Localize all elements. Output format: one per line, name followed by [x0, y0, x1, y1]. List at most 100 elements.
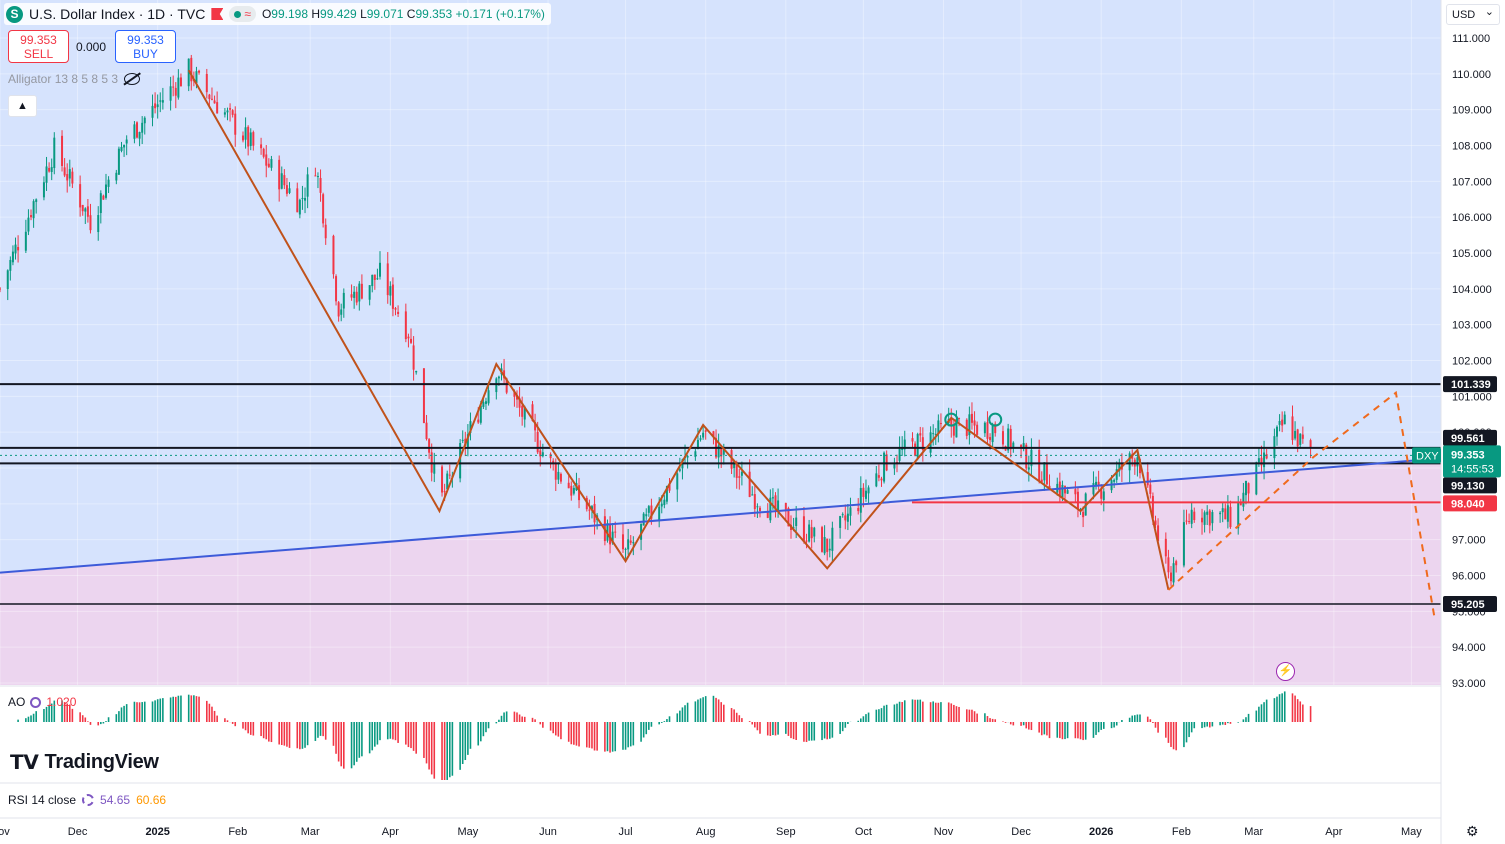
collapse-legend-button[interactable]: ▲	[8, 95, 37, 117]
flag-icon[interactable]	[211, 8, 224, 20]
candle-body	[231, 110, 234, 115]
chevron-up-icon: ▲	[17, 100, 28, 112]
ao-pane: 2.000-2.000	[0, 685, 1505, 819]
double-top-marker	[988, 412, 1003, 427]
candle-body	[285, 185, 288, 194]
candle-body	[1263, 452, 1266, 468]
alligator-legend[interactable]: Alligator 13 8 5 8 5 3	[8, 72, 141, 86]
candle-body	[353, 291, 356, 298]
tradingview-logo[interactable]: 𝗧𝗩 TradingView	[10, 751, 159, 774]
buy-button[interactable]: 99.353 BUY	[115, 30, 176, 63]
lower-badge	[1443, 477, 1497, 494]
candle-body	[283, 175, 286, 186]
candle-body	[151, 105, 154, 118]
candle-body	[554, 463, 557, 480]
candle-body	[1066, 490, 1069, 494]
candle-body	[0, 288, 1, 290]
candle-body	[722, 448, 725, 455]
candle-body	[190, 57, 193, 82]
time-tick-label: May	[457, 826, 478, 838]
candle-body	[986, 422, 989, 439]
candle-body	[903, 439, 906, 450]
candle-body	[792, 527, 795, 529]
candle-body	[678, 469, 681, 471]
symbol-title[interactable]: U.S. Dollar Index · 1D · TVC	[29, 6, 206, 22]
candle-body	[1309, 440, 1312, 449]
candle-body	[983, 422, 986, 434]
symbol-header[interactable]: S U.S. Dollar Index · 1D · TVC ≈ O99.198…	[4, 3, 551, 25]
time-tick-label: May	[1401, 826, 1422, 838]
candle-body	[1239, 501, 1242, 506]
candle-body	[541, 452, 544, 457]
sell-button[interactable]: 99.353 SELL	[8, 30, 69, 63]
candle-body	[136, 122, 139, 138]
candle-body	[373, 274, 376, 280]
candle-body	[647, 506, 650, 513]
candle-body	[1164, 538, 1167, 557]
candle-body	[590, 506, 593, 510]
candle-body	[733, 461, 736, 469]
candle-body	[53, 137, 56, 169]
currency-select[interactable]: USD	[1446, 2, 1500, 25]
candle-body	[950, 418, 953, 427]
candle-body	[663, 499, 666, 506]
price-tick-label: 96.000	[1452, 571, 1486, 583]
hidden-eye-icon[interactable]	[124, 73, 141, 85]
countdown-text: 14:55:53	[1451, 463, 1494, 475]
chart-settings-gear-icon[interactable]: ⚙	[1466, 823, 1479, 839]
candle-body	[813, 527, 816, 537]
ao-legend[interactable]: AO 1.020	[8, 695, 77, 709]
candle-body	[720, 447, 723, 457]
candle-body	[645, 514, 648, 517]
candle-body	[35, 199, 38, 202]
candle-body	[495, 378, 498, 393]
candle-body	[84, 208, 87, 212]
time-tick-label: Feb	[228, 826, 247, 838]
support-badge	[1443, 495, 1497, 512]
candle-body	[30, 215, 33, 218]
candle-body	[244, 127, 247, 140]
price-tick-label: 103.000	[1452, 320, 1492, 332]
candle-body	[410, 338, 413, 343]
candle-body	[249, 132, 252, 146]
candle-body	[125, 139, 128, 144]
candle-body	[391, 284, 394, 309]
market-status-pill[interactable]: ≈	[229, 6, 256, 22]
symbol-tag-text: DXY	[1416, 450, 1439, 462]
candle-body	[1061, 484, 1064, 498]
candle-body	[415, 370, 418, 373]
candle-body	[89, 215, 92, 231]
candle-body	[213, 100, 216, 104]
candle-body	[1294, 430, 1297, 439]
candle-body	[1275, 426, 1278, 437]
drawings-layer[interactable]	[0, 69, 1441, 619]
price-labels: 101.339 99.561 99.130 98.040 95.205 99.353 14:…	[1412, 376, 1501, 612]
candle-body	[588, 509, 591, 511]
candle-body	[973, 420, 976, 426]
bottom-badge	[1443, 595, 1497, 612]
candle-body	[1045, 463, 1048, 485]
candle-body	[668, 483, 671, 491]
candle-body	[1219, 512, 1222, 515]
candle-body	[1226, 505, 1229, 522]
candle-body	[921, 437, 924, 450]
candle-body	[676, 473, 679, 490]
candle-body	[117, 148, 120, 175]
candle-body	[267, 163, 270, 167]
rsi-legend[interactable]: RSI 14 close 54.65 60.66	[8, 793, 167, 807]
candle-body	[952, 424, 955, 436]
candle-body	[1291, 416, 1294, 441]
candle-body	[784, 502, 787, 510]
indicator-settings-icon[interactable]	[30, 696, 42, 708]
candle-body	[86, 206, 89, 217]
upper-badge	[1443, 429, 1497, 446]
candle-body	[138, 132, 141, 139]
lightning-event-icon[interactable]: ⚡	[1276, 662, 1295, 681]
candle-body	[660, 503, 663, 507]
candle-body	[1281, 419, 1284, 426]
candlestick-series	[0, 54, 1312, 586]
candle-body	[1201, 517, 1204, 523]
candle-body	[1009, 428, 1012, 450]
candle-body	[208, 94, 211, 100]
